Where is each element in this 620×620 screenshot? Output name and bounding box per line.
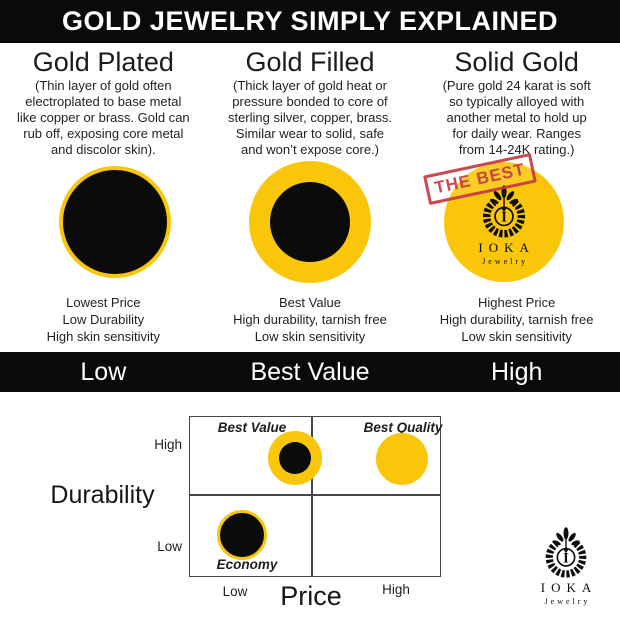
gold-plated-description: (Thin layer of gold often electroplated … (16, 78, 190, 157)
corner-brand-logo-wrap: I IOKA Jewelry (518, 525, 614, 606)
attribute-line: Lowest Price (66, 295, 141, 310)
crest-monogram: I (501, 209, 507, 225)
column-solid-gold: Solid Gold (Pure gold 24 karat is soft s… (413, 43, 620, 345)
gold-filled-diagram (207, 158, 414, 286)
chart-vertical-divider (311, 417, 313, 577)
price-value-band: Low Best Value High (0, 352, 620, 392)
ioka-crest-icon: I (545, 527, 587, 578)
gold-plated-marker-icon (217, 510, 267, 560)
attribute-line: Highest Price (477, 295, 556, 310)
gold-plated-heading: Gold Plated (32, 47, 174, 77)
brand-name: IOKA (540, 580, 598, 595)
quadrant-label-economy: Economy (216, 557, 278, 572)
band-label-best-value: Best Value (250, 357, 370, 386)
attribute-line: High durability, tarnish free (439, 312, 594, 327)
page-title: GOLD JEWELRY SIMPLY EXPLAINED (61, 6, 559, 36)
x-axis-label: Price (280, 581, 342, 611)
x-tick-low: Low (222, 584, 248, 599)
ioka-brand-logo: I IOKA Jewelry (472, 183, 535, 266)
column-gold-plated: Gold Plated (Thin layer of gold often el… (0, 43, 207, 345)
attribute-line: Low skin sensitivity (254, 329, 366, 344)
solid-gold-attributes: Highest Price High durability, tarnish f… (413, 294, 620, 345)
crest-monogram: I (563, 550, 569, 566)
chart-horizontal-divider (190, 494, 441, 496)
solid-gold-circle-icon: I IOKA Jewelry (443, 162, 564, 282)
quadrant-label-best-value: Best Value (217, 420, 287, 435)
band-label-low: Low (80, 357, 127, 386)
brand-subtitle: Jewelry (544, 597, 591, 606)
x-tick-high: High (382, 582, 410, 597)
attribute-line: High skin sensitivity (46, 329, 161, 344)
chart-plot-area (189, 416, 441, 577)
y-tick-high: High (154, 437, 182, 452)
y-tick-low: Low (157, 539, 182, 554)
gold-filled-heading: Gold Filled (245, 47, 375, 77)
gold-plated-attributes: Lowest Price Low Durability High skin se… (0, 294, 207, 345)
gold-plated-diagram (0, 158, 207, 286)
attribute-line: Low skin sensitivity (461, 329, 572, 344)
solid-gold-marker-icon (376, 433, 428, 485)
gold-filled-attributes: Best Value High durability, tarnish free… (207, 294, 414, 345)
y-axis-label: Durability (50, 481, 155, 509)
quadrant-label-best-quality: Best Quality (363, 420, 443, 435)
attribute-line: Low Durability (62, 312, 145, 327)
gold-filled-marker-icon (268, 431, 322, 485)
gold-filled-circle-icon (248, 161, 371, 283)
gold-filled-description: (Thick layer of gold heat or pressure bo… (227, 78, 392, 157)
black-core-icon (279, 442, 311, 474)
gold-types-section: Gold Plated (Thin layer of gold often el… (0, 43, 620, 345)
solid-gold-diagram: THE BEST I (413, 152, 620, 286)
attribute-line: High durability, tarnish free (233, 312, 387, 327)
gold-plated-circle-icon (59, 166, 172, 278)
black-core-icon (269, 182, 350, 262)
band-label-high: High (490, 357, 543, 386)
solid-gold-description: (Pure gold 24 karat is soft so typically… (442, 78, 591, 157)
ioka-crest-icon: I (482, 184, 525, 238)
price-durability-chart: Best Value Best Quality Economy High Low… (0, 400, 620, 620)
ioka-brand-logo: I IOKA Jewelry (518, 525, 614, 606)
brand-subtitle: Jewelry (482, 256, 529, 266)
title-bar: GOLD JEWELRY SIMPLY EXPLAINED (0, 0, 620, 43)
attribute-line: Best Value (279, 295, 341, 310)
solid-gold-heading: Solid Gold (454, 47, 579, 77)
brand-name: IOKA (478, 239, 535, 255)
column-gold-filled: Gold Filled (Thick layer of gold heat or… (207, 43, 414, 345)
